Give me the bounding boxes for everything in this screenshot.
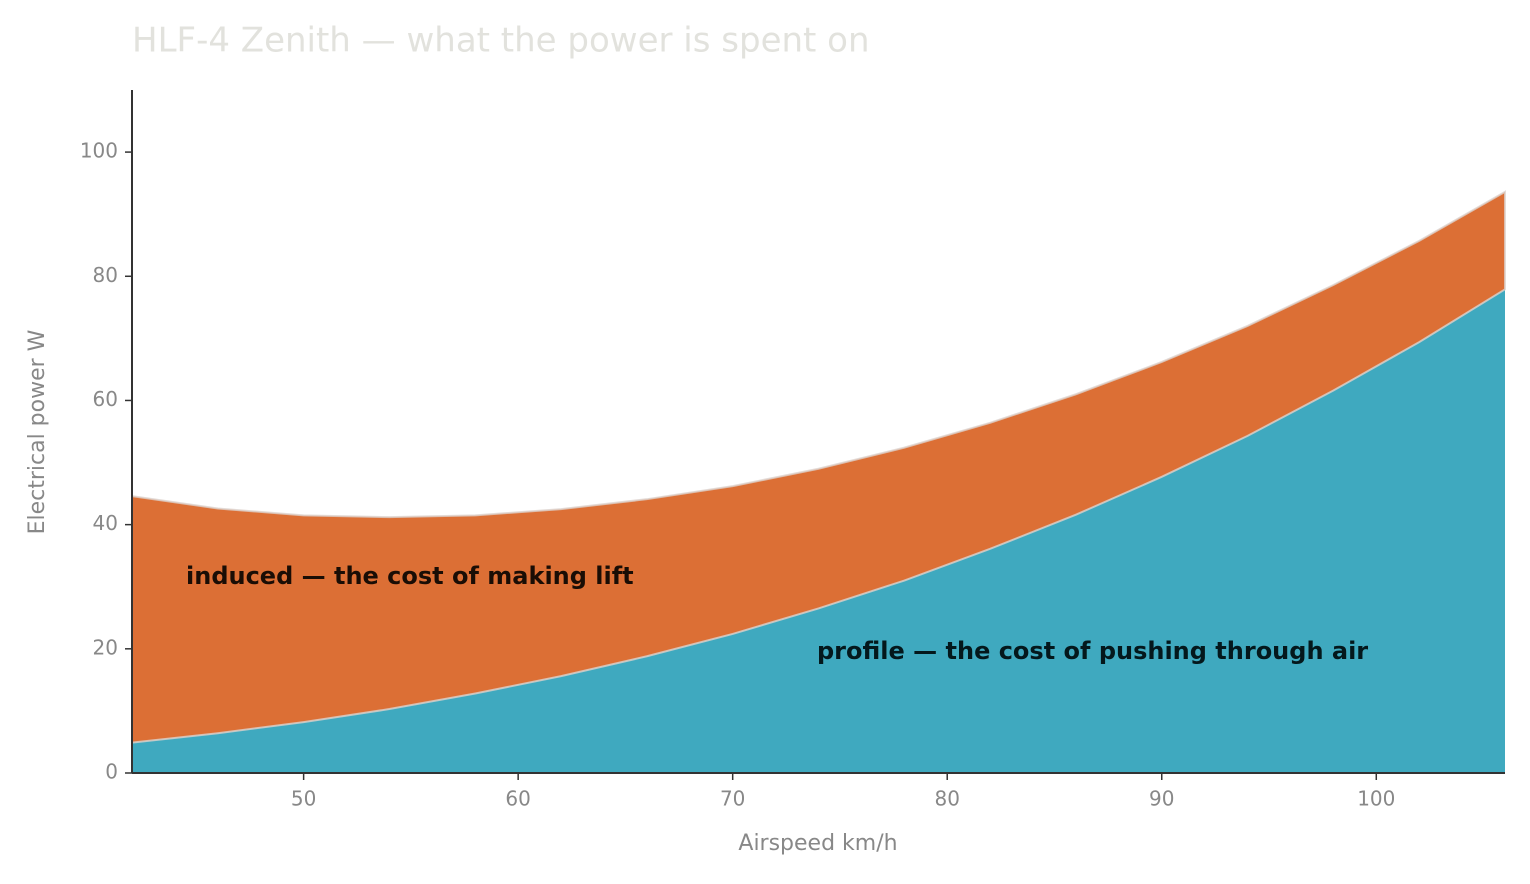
area [132, 289, 1505, 773]
areas [131, 190, 1506, 773]
y-axis-label: Electrical power W [25, 329, 50, 534]
series-label: induced — the cost of making lift [186, 562, 634, 590]
y-tick-label: 60 [93, 387, 118, 411]
area [131, 190, 1506, 744]
x-axis-label: Airspeed km/h [738, 831, 897, 856]
x-tick-label: 100 [1357, 787, 1395, 811]
x-tick-label: 90 [1149, 787, 1174, 811]
series-label: profile — the cost of pushing through ai… [817, 637, 1368, 665]
y-tick-label: 20 [93, 635, 118, 659]
y-tick-label: 0 [105, 760, 118, 784]
x-tick-label: 70 [720, 787, 745, 811]
x-tick-label: 80 [934, 787, 959, 811]
y-tick-label: 40 [93, 511, 118, 535]
y-tick-label: 80 [93, 263, 118, 287]
chart-title: HLF-4 Zenith — what the power is spent o… [132, 21, 870, 61]
x-tick-label: 60 [505, 787, 530, 811]
y-tick-label: 100 [80, 139, 118, 163]
x-tick-label: 50 [291, 787, 316, 811]
